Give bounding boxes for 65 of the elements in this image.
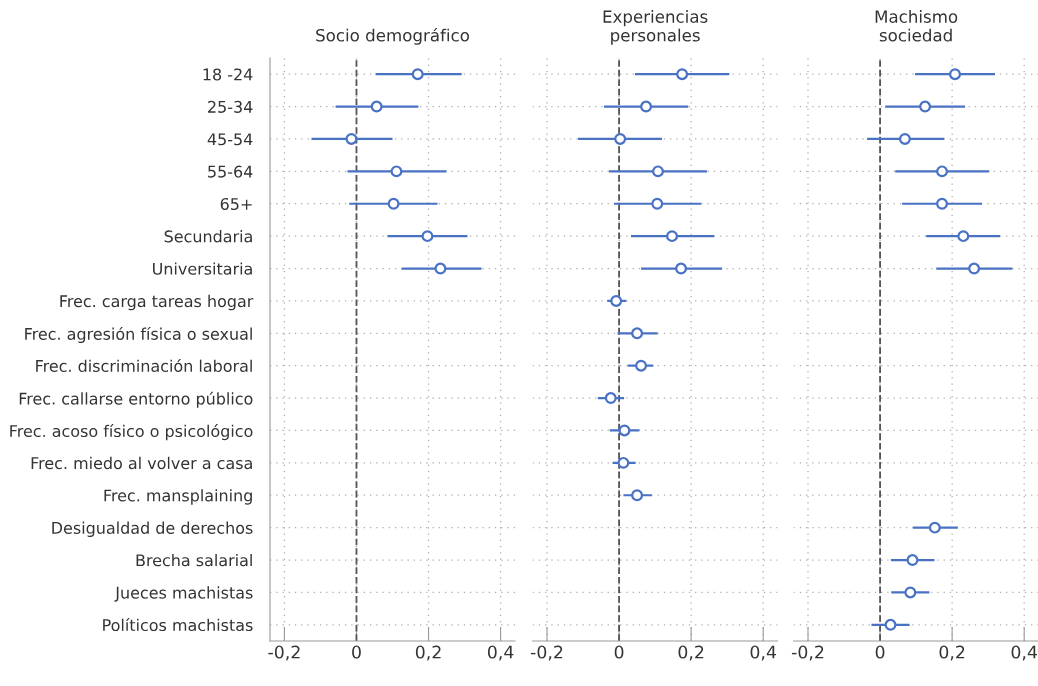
- point: [906, 554, 919, 566]
- point: [387, 197, 400, 210]
- y-tick-label: Frec. discriminación laboral: [36, 358, 252, 372]
- point: [676, 68, 689, 81]
- point: [614, 133, 627, 145]
- x-tick-label: -0,2: [268, 645, 300, 661]
- y-tick-label: Frec. acoso físico o psicológico: [10, 424, 253, 441]
- point: [968, 262, 981, 275]
- point: [936, 165, 949, 178]
- y-tick-label: Políticos machistas: [103, 618, 253, 632]
- x-tick-label: -0,2: [530, 645, 563, 661]
- point: [411, 68, 424, 81]
- y-tick-label: Brecha salarial: [136, 553, 252, 567]
- x-tick-label: 0,2: [939, 645, 965, 661]
- point: [434, 262, 447, 275]
- chart-title: Socio demográfico: [316, 28, 469, 45]
- point: [390, 165, 403, 178]
- x-tick-label: 0,2: [678, 645, 704, 661]
- point: [936, 197, 949, 210]
- y-tick-label: Frec. callarse entorno público: [19, 391, 253, 408]
- x-tick-label: 0: [875, 645, 885, 659]
- point: [652, 165, 664, 178]
- y-tick-label: Universitaria: [153, 262, 252, 275]
- x-tick-label: -0,2: [791, 645, 824, 661]
- point: [957, 230, 970, 243]
- chart-title: Machismo sociedad: [875, 10, 958, 42]
- point: [928, 521, 941, 534]
- y-tick-label: 25-34: [208, 100, 253, 113]
- point: [884, 618, 897, 631]
- y-tick-label: Desigualdad de derechos: [52, 521, 253, 538]
- y-tick-label: Jueces machistas: [114, 586, 253, 602]
- y-tick-label: Frec. mansplaining: [104, 489, 252, 505]
- point: [949, 68, 961, 81]
- point: [421, 230, 434, 243]
- point: [898, 133, 911, 145]
- point: [604, 392, 617, 405]
- x-tick-label: 0,4: [1011, 645, 1038, 661]
- point: [666, 230, 678, 243]
- y-tick-label: 65+: [220, 197, 252, 211]
- point: [610, 294, 623, 307]
- point: [345, 133, 358, 145]
- point: [651, 197, 664, 210]
- x-tick-label: 0: [352, 645, 361, 659]
- point: [919, 100, 932, 113]
- point: [904, 586, 917, 599]
- y-tick-label: 18 -24: [203, 68, 253, 81]
- y-tick-label: Frec. carga tareas hogar: [60, 294, 254, 311]
- x-tick-label: 0: [614, 645, 624, 659]
- y-tick-label: 45-54: [207, 133, 253, 146]
- y-tick-label: Frec. agresión física o sexual: [25, 326, 252, 344]
- point: [617, 456, 630, 469]
- point: [675, 262, 688, 275]
- point: [631, 489, 644, 502]
- point: [618, 424, 631, 437]
- y-tick-label: 55-64: [208, 165, 253, 178]
- point: [370, 100, 383, 113]
- x-tick-label: 0,2: [415, 645, 441, 661]
- point: [635, 359, 648, 372]
- point: [631, 327, 644, 340]
- point: [640, 100, 653, 113]
- y-tick-label: Frec. miedo al volver a casa: [31, 456, 252, 470]
- y-tick-label: Secundaria: [164, 230, 252, 243]
- x-tick-label: 0,4: [487, 645, 514, 661]
- x-tick-label: 0,4: [750, 645, 777, 661]
- chart-title: Experiencias personales: [603, 10, 708, 45]
